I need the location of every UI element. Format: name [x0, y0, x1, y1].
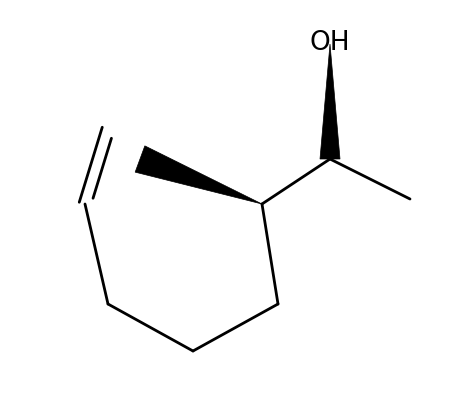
Text: OH: OH [309, 30, 350, 56]
Polygon shape [135, 146, 262, 204]
Polygon shape [319, 45, 339, 160]
